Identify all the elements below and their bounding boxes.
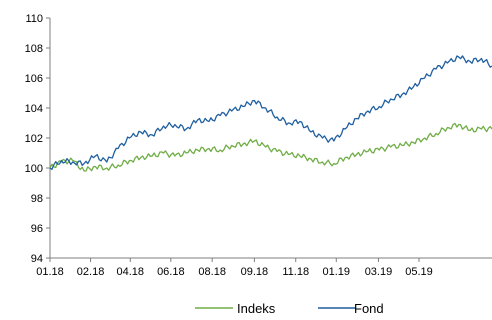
legend-label-indeks: Indeks	[237, 301, 276, 316]
x-tick-label: 01.19	[323, 266, 351, 278]
x-tick-label: 03.19	[365, 266, 393, 278]
y-tick-label: 94	[31, 253, 43, 265]
x-tick-label: 04.18	[117, 266, 145, 278]
series-line-indeks	[49, 122, 492, 172]
series-lines	[49, 55, 492, 172]
y-tick-label: 102	[25, 133, 43, 145]
series-line-fond	[49, 55, 492, 171]
x-tick-label: 08.18	[198, 266, 226, 278]
y-tick-label: 106	[25, 73, 43, 85]
y-tick-label: 108	[25, 43, 43, 55]
y-tick-label: 98	[31, 193, 43, 205]
x-tick-label: 09.18	[241, 266, 269, 278]
x-ticks: 01.18 02.18 04.18 06.18 08.18 09.18 11.18 01.19…	[36, 258, 433, 278]
legend-label-fond: Fond	[354, 301, 384, 316]
y-tick-label: 96	[31, 223, 43, 235]
x-tick-label: 01.18	[36, 266, 64, 278]
y-tick-label: 100	[25, 163, 43, 175]
legend: Indeks Fond	[195, 301, 384, 316]
x-tick-label: 06.18	[157, 266, 185, 278]
y-tick-label: 110	[25, 13, 43, 25]
x-tick-label: 02.18	[77, 266, 105, 278]
y-tick-label: 104	[25, 103, 43, 115]
x-tick-label: 11.18	[282, 266, 309, 278]
y-ticks: 94 96 98 100 102 104 106 108 110	[25, 13, 50, 265]
x-tick-label: 05.19	[405, 266, 433, 278]
